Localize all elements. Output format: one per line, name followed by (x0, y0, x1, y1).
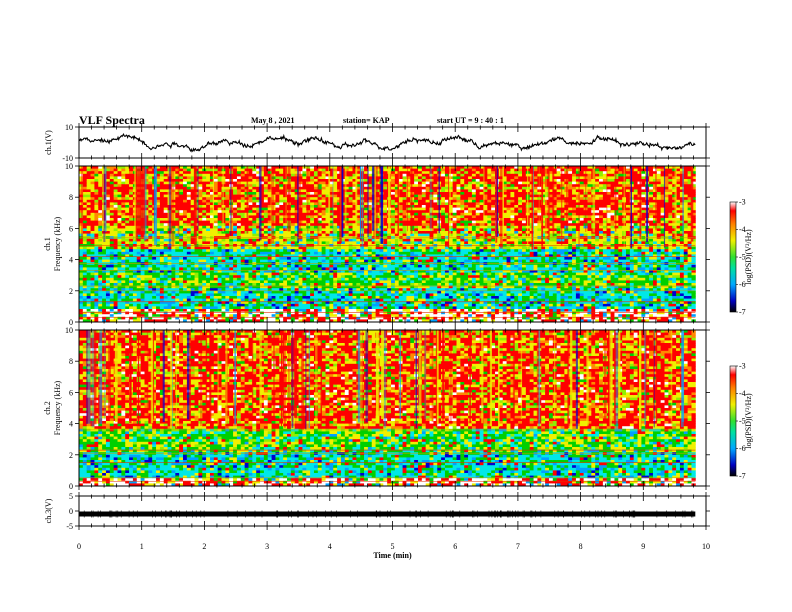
ch1-wave-ytick-0: 10 (65, 123, 73, 132)
ch3-wave-ytick-2: -5 (66, 522, 73, 531)
ch2-spec-ytick-0: 0 (69, 482, 73, 491)
xtick-label-5: 5 (391, 542, 395, 551)
ch2-colorbar-tick-0: -3 (739, 362, 746, 371)
ch1-colorbar-tick-3: -6 (739, 280, 746, 289)
xtick-label-10: 10 (702, 542, 710, 551)
ch2-colorbar-tick-3: -6 (739, 444, 746, 453)
ch1-wave-ylabel: ch.1(V) (44, 130, 53, 155)
ch3-wave-ytick-0: 5 (69, 492, 73, 501)
ch2-spec-ylabel: ch.2 (43, 401, 52, 415)
xtick-label-6: 6 (453, 542, 457, 551)
ch1-spec-ylabel: ch.1 (43, 237, 52, 251)
xtick-label-9: 9 (641, 542, 645, 551)
x-axis-title: Time (min) (373, 551, 412, 560)
ch1-colorbar-tick-0: -3 (739, 198, 746, 207)
ch1-waveform-panel (78, 133, 696, 153)
ch1-waveform-line (78, 133, 696, 153)
ch2-colorbar-tick-2: -5 (739, 417, 746, 426)
ch2-spec-ytick-1: 2 (69, 451, 73, 460)
ch2-spec-ytick-2: 4 (69, 420, 73, 429)
ch2-spec-ylabel-line2: Frequency (kHz) (53, 380, 62, 435)
ch1-spec-ytick-3: 6 (69, 224, 73, 233)
ch1-colorbar-tick-4: -7 (739, 308, 746, 317)
ch1-colorbar-bar (729, 201, 737, 313)
ch1-colorbar-tick-1: -4 (739, 225, 746, 234)
xtick-label-0: 0 (77, 542, 81, 551)
ch2-colorbar-bar (729, 365, 737, 477)
ch1-colorbar-label: log(PSD)(V²/Hz) (744, 229, 753, 285)
ch3-wave-ylabel: ch.3(V) (44, 498, 53, 523)
xtick-label-4: 4 (328, 542, 332, 551)
colorbars: -3 -4 -5 -6 -7 log(PSD)(V²/Hz) -3 -4 -5 -6 -7 log(P… (729, 198, 753, 481)
xtick-label-3: 3 (265, 542, 269, 551)
xtick-label-2: 2 (202, 542, 206, 551)
ch2-spec-ytick-4: 8 (69, 357, 73, 366)
xtick-label-7: 7 (516, 542, 520, 551)
ch1-spec-ytick-4: 8 (69, 193, 73, 202)
figure-title: VLF Spectra (79, 113, 145, 128)
xtick-label-1: 1 (140, 542, 144, 551)
date-label: May 8 , 2021 (251, 116, 295, 125)
ch1-spec-ytick-1: 2 (69, 287, 73, 296)
start-time-label: start UT = 9 : 40 : 1 (437, 116, 504, 125)
xtick-label-8: 8 (579, 542, 583, 551)
ch1-spec-ytick-5: 10 (65, 162, 73, 171)
ch2-colorbar-tick-1: -4 (739, 389, 746, 398)
ch2-spec-ytick-3: 6 (69, 388, 73, 397)
ch1-spectrogram (79, 166, 696, 323)
ch1-spec-ytick-2: 4 (69, 256, 73, 265)
ch3-wave-ytick-1: 0 (69, 507, 73, 516)
ch1-spec-ylabel-line2: Frequency (kHz) (53, 216, 62, 271)
ch2-colorbar-label: log(PSD)(V²/Hz) (744, 393, 753, 449)
ch1-spec-ytick-0: 0 (69, 318, 73, 327)
ch2-spectrogram (79, 330, 696, 487)
ch1-colorbar-tick-2: -5 (739, 253, 746, 262)
ch3-waveform-panel (78, 510, 696, 518)
ch2-spec-ytick-5: 10 (65, 326, 73, 335)
ch2-colorbar-tick-4: -7 (739, 472, 746, 481)
ch1-wave-ytick-1: -10 (62, 154, 73, 163)
station-label: station= KAP (343, 116, 390, 125)
